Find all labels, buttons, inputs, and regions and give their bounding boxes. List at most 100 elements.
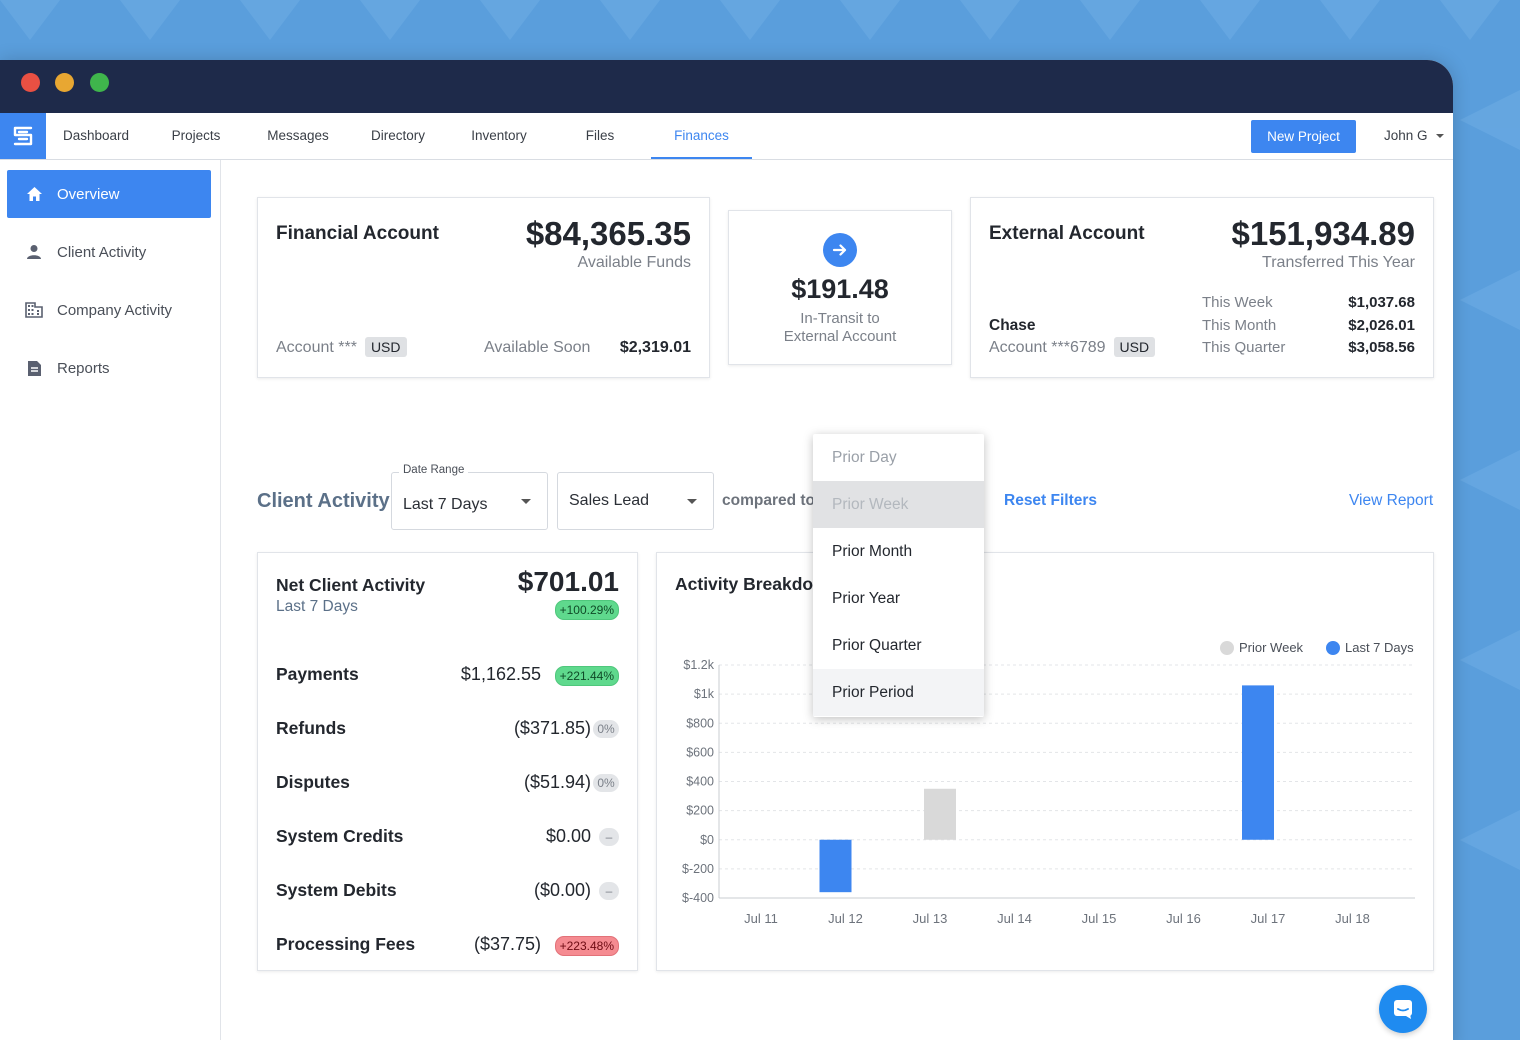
net-activity-title: Net Client Activity: [276, 575, 426, 595]
close-window-button[interactable]: [21, 73, 40, 92]
chevron-down-icon: [1435, 134, 1444, 139]
financial-account-card: Financial Account $84,365.35 Available F…: [257, 197, 710, 378]
view-report-link[interactable]: View Report: [1349, 492, 1434, 509]
chevron-down-icon: [687, 499, 697, 504]
financial-account-amount: $84,365.35: [525, 215, 691, 252]
activity-row-disputes: Disputes ($51.94) 0%: [276, 767, 619, 797]
currency-tag: USD: [1113, 337, 1156, 357]
period-label: This Week: [1202, 294, 1273, 311]
y-tick-label: $1.2k: [683, 658, 714, 672]
period-value: $2,026.01: [1348, 317, 1415, 334]
new-project-button[interactable]: New Project: [1251, 120, 1356, 153]
y-tick-label: $-400: [682, 891, 714, 905]
sidebar-item-reports[interactable]: Reports: [7, 344, 211, 392]
currency-tag: USD: [364, 337, 407, 357]
y-tick-label: $1k: [694, 687, 715, 701]
compared-to-label: compared to: [722, 492, 816, 509]
nav-inventory[interactable]: Inventory: [471, 128, 527, 143]
x-tick-label: Jul 17: [1251, 911, 1286, 926]
chevron-down-icon: [521, 499, 531, 504]
reset-filters-link[interactable]: Reset Filters: [1004, 492, 1098, 509]
person-icon: [25, 243, 43, 261]
option-prior-month[interactable]: Prior Month: [832, 543, 913, 560]
date-range-select[interactable]: Date Range Last 7 Days: [391, 464, 548, 530]
sidebar-item-label: Client Activity: [57, 243, 147, 261]
nav-files[interactable]: Files: [585, 128, 615, 143]
account-label: Account ***6789: [989, 339, 1106, 356]
date-range-label: Date Range: [399, 464, 469, 476]
row-amount: ($0.00): [533, 880, 591, 900]
date-range-value: Last 7 Days: [403, 496, 488, 513]
period-value: $1,037.68: [1348, 294, 1415, 311]
sales-lead-select[interactable]: Sales Lead: [557, 472, 714, 530]
x-tick-label: Jul 18: [1335, 911, 1370, 926]
arrow-right-icon: [823, 233, 857, 267]
nav-projects[interactable]: Projects: [171, 128, 221, 143]
sales-lead-value: Sales Lead: [569, 492, 650, 509]
in-transit-caption-line1: In-Transit to: [800, 310, 880, 327]
sidebar-item-overview[interactable]: Overview: [7, 170, 211, 218]
row-label: Processing Fees: [276, 934, 416, 954]
financial-account-title: Financial Account: [276, 223, 439, 244]
row-badge: +221.44%: [554, 666, 619, 686]
option-prior-year[interactable]: Prior Year: [832, 590, 901, 607]
row-badge: –: [599, 882, 619, 900]
chart-title: Activity Breakdown: [675, 574, 838, 594]
maximize-window-button[interactable]: [90, 73, 109, 92]
external-account-amount: $151,934.89: [1231, 215, 1415, 252]
x-tick-label: Jul 14: [997, 911, 1032, 926]
nav-finances[interactable]: Finances: [651, 113, 752, 159]
row-label: System Debits: [276, 880, 397, 900]
user-menu[interactable]: John G: [1384, 113, 1444, 159]
home-icon: [25, 185, 43, 203]
app-logo[interactable]: [0, 113, 46, 159]
row-amount: $1,162.55: [460, 664, 541, 684]
sidebar-item-client-activity[interactable]: Client Activity: [7, 228, 211, 276]
chat-icon: [1394, 1000, 1412, 1019]
row-badge: +223.48%: [554, 936, 619, 956]
row-label: Refunds: [276, 718, 346, 738]
row-badge: –: [599, 828, 619, 846]
nav-messages[interactable]: Messages: [267, 128, 329, 143]
period-label: This Month: [1202, 317, 1277, 334]
client-activity-title: Client Activity: [257, 490, 390, 512]
net-activity-period: Last 7 Days: [276, 598, 358, 615]
title-bar: [0, 60, 1453, 113]
bar-prior-week-jul-13: [924, 788, 956, 840]
option-prior-period[interactable]: Prior Period: [813, 669, 984, 716]
minimize-window-button[interactable]: [55, 73, 74, 92]
option-prior-day[interactable]: Prior Day: [832, 449, 897, 466]
row-amount: ($51.94): [523, 772, 591, 792]
option-prior-week: Prior Week: [813, 481, 984, 528]
row-amount: ($371.85): [513, 718, 591, 738]
bar-last-7-days-jul-17: [1242, 685, 1274, 840]
activity-row-processing-fees: Processing Fees ($37.75) +223.48%: [276, 929, 619, 959]
row-badge: 0%: [593, 720, 619, 738]
account-label: Account ***: [276, 339, 357, 356]
y-tick-label: $600: [686, 745, 714, 759]
net-activity-change-badge: +100.29%: [554, 600, 619, 620]
user-name: John G: [1384, 128, 1428, 143]
activity-row-refunds: Refunds ($371.85) 0%: [276, 713, 619, 743]
y-tick-label: $800: [686, 716, 714, 730]
bar-last-7-days-jul-12: [819, 839, 852, 893]
app-window: Dashboard Projects Messages Directory In…: [0, 60, 1453, 1040]
sidebar-item-company-activity[interactable]: Company Activity: [7, 286, 211, 334]
logo-icon: [13, 126, 33, 146]
nav-dashboard[interactable]: Dashboard: [62, 128, 130, 143]
legend-marker: [1220, 641, 1234, 655]
x-tick-label: Jul 11: [744, 911, 778, 926]
in-transit-amount: $191.48: [791, 274, 889, 304]
in-transit-caption-line2: External Account: [783, 328, 897, 345]
document-icon: [25, 359, 43, 377]
x-tick-label: Jul 13: [913, 911, 948, 926]
external-account-card: External Account $151,934.89 Transferred…: [970, 197, 1434, 378]
y-tick-label: $0: [700, 833, 714, 847]
row-label: System Credits: [276, 826, 404, 846]
option-prior-quarter[interactable]: Prior Quarter: [832, 637, 922, 654]
external-account-number: Account ***6789 USD: [989, 337, 1156, 357]
nav-directory[interactable]: Directory: [370, 128, 425, 143]
activity-breakdown-chart: $-400 $-200 $0 $200 $400 $600 $800 $1k $1.2k Jul …: [682, 640, 1415, 926]
chat-launcher-button[interactable]: [1379, 985, 1427, 1033]
period-label: This Quarter: [1202, 339, 1286, 356]
